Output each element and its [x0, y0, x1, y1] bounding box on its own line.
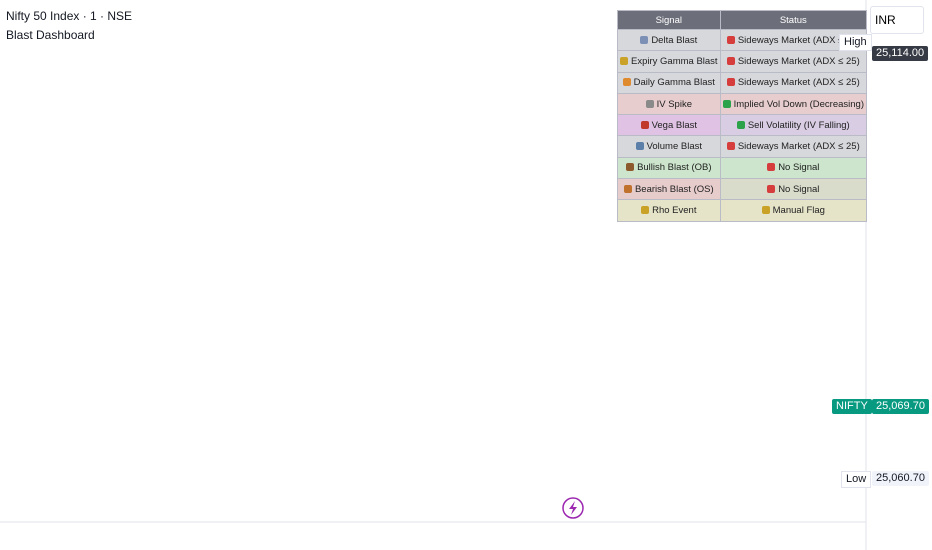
symbol-title: Nifty 50 Index · 1 · NSE [6, 9, 132, 23]
signal: Expiry Gamma Blast [631, 55, 718, 67]
last-price: 25,069.70 [872, 399, 929, 415]
column-header: Status [719, 10, 868, 30]
signal: Bullish Blast (OB) [637, 162, 712, 174]
high-tag: High [839, 33, 872, 51]
status: Sideways Market (ADX ≤ 25) [737, 34, 860, 46]
status: Sideways Market (ADX ≤ 25) [737, 55, 860, 67]
status: Sideways Market (ADX ≤ 25) [737, 141, 860, 153]
dashboard: Signal Status Delta Blast Sideways Market … [617, 10, 868, 222]
signal: Vega Blast [651, 119, 697, 131]
signal: Bearish Blast (OS) [634, 183, 714, 195]
status: Sideways Market (ADX ≤ 25) [737, 77, 860, 89]
signal: IV Spike [656, 98, 692, 110]
low-tag: Low [841, 471, 872, 489]
status: No Signal [778, 183, 820, 195]
status: Implied Vol Down (Decreasing) [733, 98, 864, 110]
event-bolt [569, 501, 577, 515]
status: Manual Flag [772, 205, 825, 217]
status: Sell Volatility (IV Falling) [747, 119, 850, 131]
signal: Delta Blast [651, 34, 698, 46]
signal: Daily Gamma Blast [633, 77, 715, 89]
currency-button[interactable]: INR [870, 6, 924, 34]
last-tag: NIFTY [832, 399, 872, 415]
signal: Rho Event [652, 205, 697, 217]
low-price: 25,060.70 [872, 471, 929, 487]
high-price: 25,114.00 [872, 45, 929, 61]
signal: Volume Blast [646, 141, 703, 153]
indicator-title: Blast Dashboard [6, 28, 95, 42]
status: No Signal [778, 162, 820, 174]
column-header: Signal [617, 10, 721, 30]
